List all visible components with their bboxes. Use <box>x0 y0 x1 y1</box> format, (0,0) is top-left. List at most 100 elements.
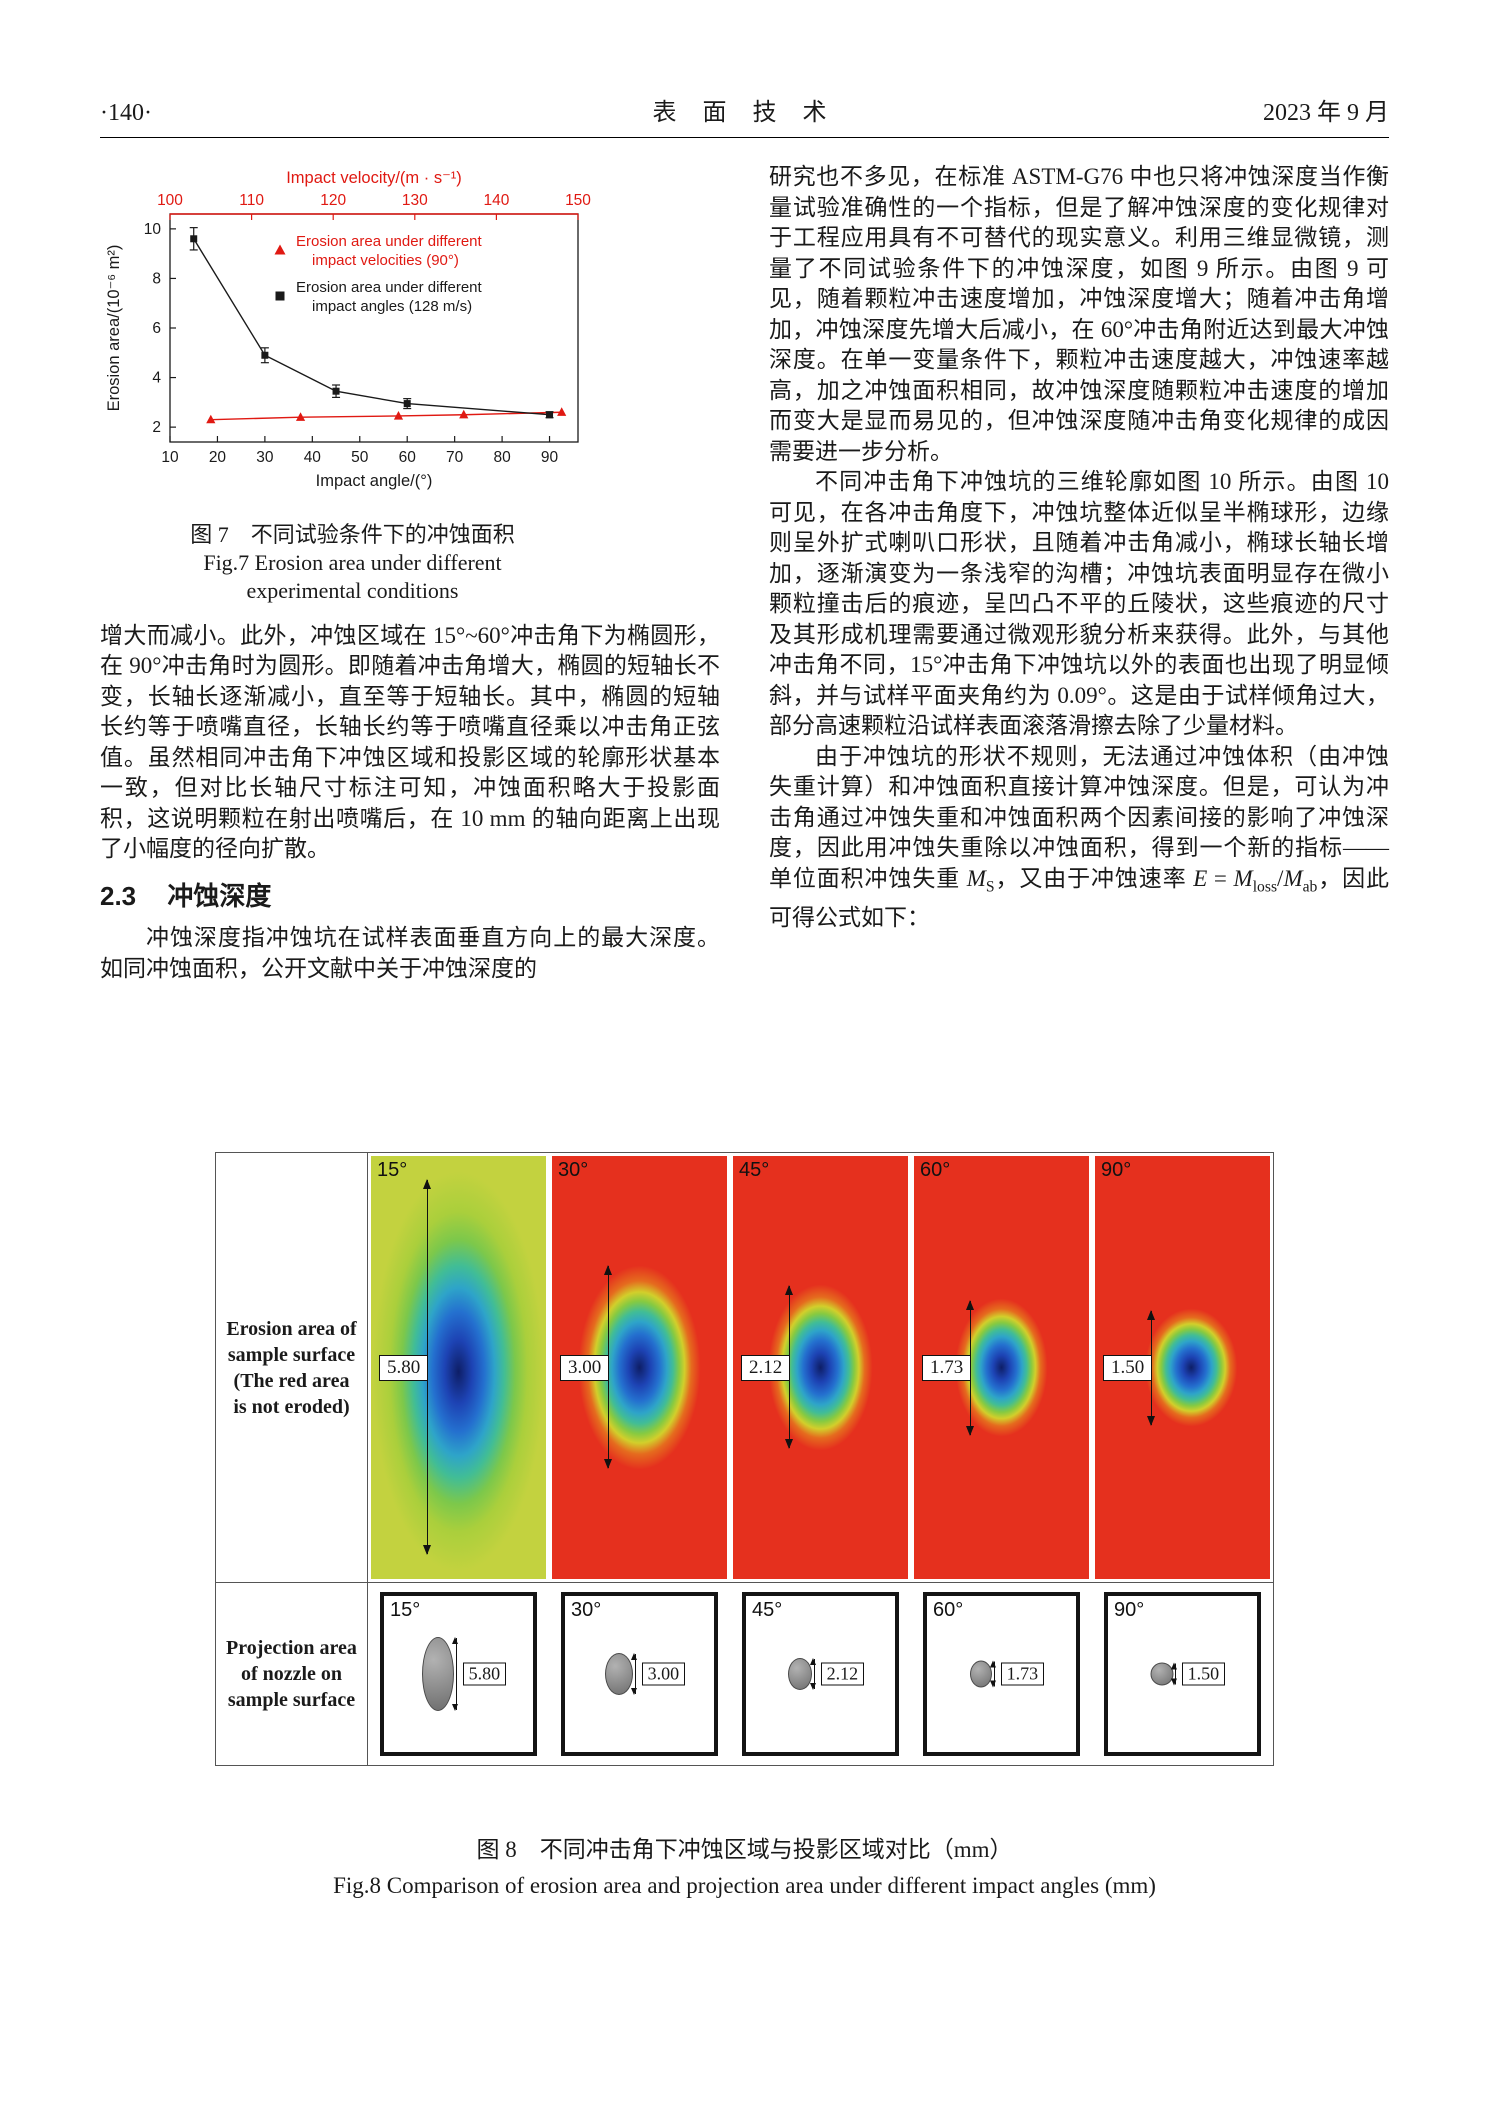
figure7-caption: 图 7 不同试验条件下的冲蚀面积 Fig.7 Erosion area unde… <box>100 521 605 605</box>
para3-text: 由于冲蚀坑的形状不规则，无法通过冲蚀体积（由冲蚀失重计算）和冲蚀面积直接计算冲蚀… <box>769 743 1389 891</box>
projection-cell-30deg: 30° 3.00 <box>549 1583 730 1765</box>
svg-text:Erosion area under different: Erosion area under different <box>296 233 483 250</box>
svg-text:150: 150 <box>565 192 591 209</box>
svg-text:impact angles (128 m/s): impact angles (128 m/s) <box>312 298 472 315</box>
svg-text:Erosion area under different: Erosion area under different <box>296 279 483 296</box>
dimension-value: 3.00 <box>560 1354 610 1381</box>
projection-box: 15° 5.80 <box>380 1592 537 1756</box>
para3-text: ，因此可得公式如下： <box>769 865 1390 930</box>
issue-date: 2023 年 9 月 <box>1263 100 1389 126</box>
svg-text:70: 70 <box>446 449 464 466</box>
subscript-ab: ab <box>1302 878 1318 896</box>
dimension-arrow <box>810 1658 817 1690</box>
dimension-arrow <box>631 1653 638 1695</box>
dimension-value: 2.12 <box>741 1354 791 1381</box>
right-paragraph-2: 不同冲击角下冲蚀坑的三维轮廓如图 10 所示。由图 10 可见，在各冲击角度下，… <box>769 469 1389 738</box>
dimension-value: 1.50 <box>1181 1662 1226 1686</box>
svg-text:100: 100 <box>157 192 183 209</box>
svg-text:120: 120 <box>320 192 346 209</box>
angle-label: 45° <box>752 1599 783 1621</box>
erosion-heatmap-45deg: 45° 2.12 <box>733 1156 908 1579</box>
figure8-table: Erosion area of sample surface (The red … <box>215 1152 1274 1766</box>
para3-text: = <box>1207 865 1234 891</box>
projection-cell-45deg: 45° 2.12 <box>730 1583 911 1765</box>
figure8-caption-en: Fig.8 Comparison of erosion area and pro… <box>333 1873 1156 1898</box>
subscript-loss: loss <box>1252 878 1278 896</box>
figure7-caption-zh: 图 7 不同试验条件下的冲蚀面积 <box>190 521 515 547</box>
right-paragraph-1: 研究也不多见，在标准 ASTM-G76 中也只将冲蚀深度当作衡量试验准确性的一个… <box>769 164 1389 464</box>
svg-text:Erosion area/(10⁻⁶ m²): Erosion area/(10⁻⁶ m²) <box>105 245 123 412</box>
projection-ellipse <box>969 1660 992 1688</box>
symbol-M: M <box>966 865 986 891</box>
left-paragraph-2: 冲蚀深度指冲蚀坑在试样表面垂直方向上的最大深度。如同冲蚀面积，公开文献中关于冲蚀… <box>100 925 720 981</box>
left-column: 10 20 30 40 50 60 70 80 90 100 110 120 130 140 150 2 4 6 8… <box>100 162 720 984</box>
journal-title: 表 面 技 术 <box>652 100 837 126</box>
figure8-row1-label: Erosion area of sample surface (The red … <box>216 1153 368 1583</box>
dimension-arrow <box>990 1660 997 1688</box>
left-paragraph-1: 增大而减小。此外，冲蚀区域在 15°~60°冲击角下为椭圆形，在 90°冲击角时… <box>100 622 720 862</box>
angle-label: 30° <box>558 1159 589 1181</box>
svg-text:80: 80 <box>493 449 511 466</box>
svg-text:Impact velocity/(m · s⁻¹): Impact velocity/(m · s⁻¹) <box>286 169 462 187</box>
projection-ellipse <box>787 1658 812 1690</box>
svg-text:10: 10 <box>161 449 179 466</box>
subscript-S: S <box>985 878 995 896</box>
right-column: 研究也不多见，在标准 ASTM-G76 中也只将冲蚀深度当作衡量试验准确性的一个… <box>769 162 1389 984</box>
dimension-value: 5.80 <box>462 1662 507 1686</box>
erosion-area-chart: 10 20 30 40 50 60 70 80 90 100 110 120 130 140 150 2 4 6 8… <box>105 169 591 490</box>
svg-text:110: 110 <box>239 192 264 209</box>
svg-text:50: 50 <box>351 449 369 466</box>
dimension-value: 1.50 <box>1103 1354 1153 1381</box>
dimension-value: 2.12 <box>820 1662 865 1686</box>
erosion-heatmap-15deg: 15° 5.80 <box>371 1156 546 1579</box>
dimension-value: 5.80 <box>379 1354 429 1381</box>
two-column-body: 10 20 30 40 50 60 70 80 90 100 110 120 130 140 150 2 4 6 8… <box>100 162 1389 984</box>
dimension-value: 1.73 <box>922 1354 972 1381</box>
para3-text: / <box>1277 865 1284 891</box>
erosion-heatmap-90deg: 90° 1.50 <box>1095 1156 1270 1579</box>
section-title: 冲蚀深度 <box>167 880 272 911</box>
angle-label: 60° <box>920 1159 951 1181</box>
dimension-arrow <box>1171 1662 1178 1686</box>
angle-label: 15° <box>377 1159 408 1181</box>
angle-label: 60° <box>933 1599 964 1621</box>
projection-ellipse <box>604 1653 633 1695</box>
dimension-value: 3.00 <box>641 1662 686 1686</box>
dimension-arrow <box>452 1637 459 1711</box>
erosion-cell-30deg: 30° 3.00 <box>549 1153 730 1583</box>
angle-label: 30° <box>571 1599 602 1621</box>
svg-text:Impact angle/(°): Impact angle/(°) <box>316 472 433 490</box>
symbol-M: M <box>1233 865 1253 891</box>
erosion-heatmap-60deg: 60° 1.73 <box>914 1156 1089 1579</box>
erosion-cell-45deg: 45° 2.12 <box>730 1153 911 1583</box>
svg-text:6: 6 <box>152 320 161 337</box>
svg-text:30: 30 <box>256 449 274 466</box>
erosion-cell-15deg: 15° 5.80 <box>368 1153 549 1583</box>
section-number: 2.3 <box>100 880 137 911</box>
page-number: ·140· <box>100 100 152 126</box>
projection-ellipse <box>1150 1662 1174 1686</box>
projection-box: 30° 3.00 <box>561 1592 718 1756</box>
para3-text: ，又由于冲蚀速率 <box>994 865 1194 891</box>
projection-cell-90deg: 90° 1.50 <box>1092 1583 1273 1765</box>
angle-label: 90° <box>1101 1159 1132 1181</box>
erosion-cell-60deg: 60° 1.73 <box>911 1153 1092 1583</box>
svg-text:20: 20 <box>209 449 227 466</box>
right-paragraph-3: 由于冲蚀坑的形状不规则，无法通过冲蚀体积（由冲蚀失重计算）和冲蚀面积直接计算冲蚀… <box>769 742 1389 934</box>
page-header: ·140· 表 面 技 术 2023 年 9 月 <box>100 92 1389 138</box>
svg-text:140: 140 <box>483 192 509 209</box>
svg-text:2: 2 <box>152 419 161 436</box>
angle-label: 90° <box>1114 1599 1145 1621</box>
figure8-caption-zh: 图 8 不同冲击角下冲蚀区域与投影区域对比（mm） <box>476 1837 1013 1862</box>
section-heading-2-3: 2.3 冲蚀深度 <box>100 881 720 912</box>
figure7-caption-en2: experimental conditions <box>246 577 459 603</box>
erosion-heatmap-30deg: 30° 3.00 <box>552 1156 727 1579</box>
projection-box: 90° 1.50 <box>1104 1592 1261 1756</box>
figure7-caption-en1: Fig.7 Erosion area under different <box>203 549 502 575</box>
projection-ellipse <box>421 1637 454 1711</box>
symbol-E: E <box>1193 865 1208 891</box>
svg-text:130: 130 <box>402 192 428 209</box>
svg-text:10: 10 <box>144 221 162 238</box>
figure8-caption: 图 8 不同冲击角下冲蚀区域与投影区域对比（mm） Fig.8 Comparis… <box>100 1832 1389 1904</box>
